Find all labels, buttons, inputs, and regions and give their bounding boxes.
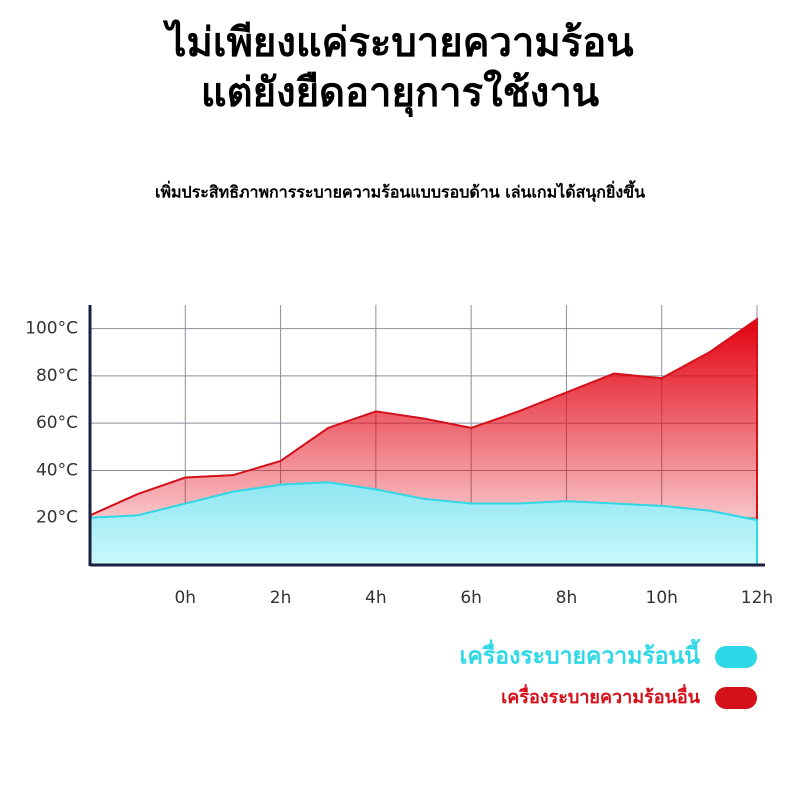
x-tick-label: 6h [460,588,482,608]
x-tick-label: 12h [741,588,773,608]
x-tick-label: 2h [270,588,292,608]
area [89,481,758,566]
y-tick-label: 80°C [36,366,78,386]
y-tick-label: 40°C [36,460,78,480]
y-tick-label: 100°C [25,319,78,339]
x-tick-label: 0h [174,588,196,608]
x-tick-label: 8h [556,588,578,608]
legend-label: เครื่องระบายความร้อนนี้ [460,639,702,670]
chart-title: แต่ยังยืดอายุการใช้งาน [201,69,599,118]
x-tick-label: 10h [646,588,678,608]
chart-title: ไม่เพียงแค่ระบายความร้อน [162,19,633,66]
y-tick-label: 20°C [36,508,78,528]
legend-swatch [715,687,757,709]
chart-subtitle: เพิ่มประสิทธิภาพการระบายความร้อนแบบรอบด้… [155,180,645,203]
x-tick-label: 4h [365,588,387,608]
y-tick-label: 60°C [36,413,78,433]
legend-swatch [715,646,757,668]
legend-label: เครื่องระบายความร้อนอื่น [501,684,701,708]
